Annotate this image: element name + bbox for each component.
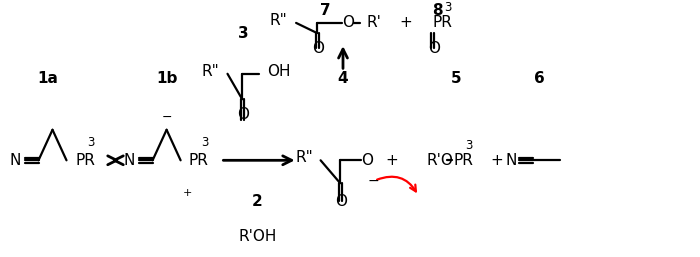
Text: PR: PR <box>76 153 95 168</box>
Text: +: + <box>386 153 398 168</box>
Text: −: − <box>161 111 172 124</box>
Text: 7: 7 <box>320 3 331 18</box>
Text: 3: 3 <box>238 26 249 41</box>
Text: 1a: 1a <box>37 71 58 86</box>
Text: O: O <box>237 107 250 122</box>
Text: OH: OH <box>267 64 291 79</box>
Text: 2: 2 <box>252 194 263 208</box>
Text: 1b: 1b <box>156 71 177 86</box>
Text: 3: 3 <box>466 139 472 152</box>
Text: O: O <box>360 153 373 168</box>
Text: +: + <box>183 188 193 198</box>
Text: 6: 6 <box>533 71 545 86</box>
Text: 5: 5 <box>451 71 462 86</box>
Text: 3: 3 <box>444 1 452 14</box>
Text: O: O <box>428 41 440 56</box>
Text: R": R" <box>295 150 313 165</box>
Text: −: − <box>368 174 379 188</box>
Text: 4: 4 <box>337 71 349 86</box>
Text: 3: 3 <box>201 136 208 149</box>
Text: N: N <box>505 153 517 168</box>
Text: N: N <box>124 153 135 168</box>
Text: PR: PR <box>454 153 473 168</box>
Text: 8: 8 <box>432 3 443 18</box>
Text: 3: 3 <box>88 136 94 149</box>
Text: PR: PR <box>433 15 452 30</box>
Text: R': R' <box>367 15 382 30</box>
Text: R": R" <box>202 64 219 79</box>
Text: R'OH: R'OH <box>239 229 276 244</box>
Text: N: N <box>10 153 21 168</box>
Text: PR: PR <box>189 153 209 168</box>
Text: O: O <box>312 41 325 56</box>
Text: R": R" <box>270 13 287 28</box>
Text: +: + <box>491 153 503 168</box>
Text: +: + <box>400 15 412 30</box>
Text: O: O <box>335 194 348 208</box>
Text: O: O <box>342 15 354 30</box>
Text: R'O: R'O <box>427 153 454 168</box>
